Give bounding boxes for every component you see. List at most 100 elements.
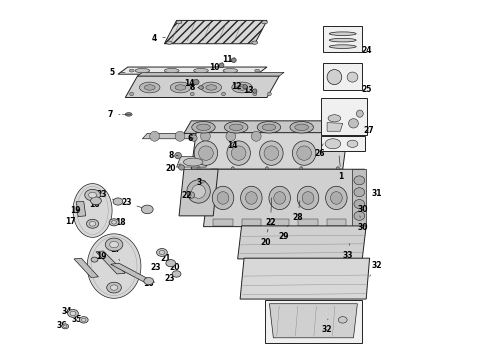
Text: 16: 16 <box>143 279 153 288</box>
Ellipse shape <box>325 139 341 149</box>
Text: 20: 20 <box>169 264 179 273</box>
Polygon shape <box>76 202 86 217</box>
Ellipse shape <box>201 82 221 93</box>
Text: 11: 11 <box>222 55 233 64</box>
Ellipse shape <box>164 68 179 73</box>
Ellipse shape <box>64 325 67 328</box>
Polygon shape <box>176 157 210 167</box>
Text: 19: 19 <box>70 206 80 215</box>
Ellipse shape <box>159 251 165 255</box>
Polygon shape <box>96 251 125 274</box>
Ellipse shape <box>243 85 247 89</box>
Polygon shape <box>298 220 318 226</box>
Ellipse shape <box>223 68 238 73</box>
Ellipse shape <box>236 142 242 148</box>
Ellipse shape <box>89 192 97 198</box>
Ellipse shape <box>347 140 358 147</box>
Polygon shape <box>323 26 362 51</box>
Text: 23: 23 <box>121 198 145 208</box>
Ellipse shape <box>113 198 123 205</box>
Ellipse shape <box>145 85 155 90</box>
Ellipse shape <box>269 186 291 210</box>
Ellipse shape <box>109 219 119 226</box>
Ellipse shape <box>227 141 250 165</box>
Ellipse shape <box>170 82 191 93</box>
Polygon shape <box>238 226 366 259</box>
Ellipse shape <box>70 311 76 316</box>
Ellipse shape <box>336 167 339 170</box>
Ellipse shape <box>142 205 153 214</box>
Polygon shape <box>164 21 267 44</box>
Polygon shape <box>242 220 261 226</box>
Ellipse shape <box>262 124 276 131</box>
Ellipse shape <box>237 85 247 90</box>
Text: 14: 14 <box>185 80 198 89</box>
Ellipse shape <box>274 192 286 204</box>
Text: 17: 17 <box>110 245 121 261</box>
Ellipse shape <box>81 318 86 321</box>
Polygon shape <box>203 169 365 226</box>
Ellipse shape <box>144 278 154 285</box>
Ellipse shape <box>197 167 200 170</box>
Ellipse shape <box>198 146 213 160</box>
Ellipse shape <box>193 80 199 85</box>
Text: 20: 20 <box>166 164 180 173</box>
Polygon shape <box>74 258 98 278</box>
Ellipse shape <box>107 282 122 293</box>
Text: 14: 14 <box>227 141 238 150</box>
Polygon shape <box>352 169 366 226</box>
Text: 13: 13 <box>243 86 254 95</box>
Ellipse shape <box>129 69 134 72</box>
Text: 12: 12 <box>231 82 242 91</box>
Ellipse shape <box>175 131 185 141</box>
Ellipse shape <box>172 271 181 277</box>
Text: 6: 6 <box>187 134 194 143</box>
Text: 22: 22 <box>181 190 192 199</box>
Text: 24: 24 <box>361 46 371 55</box>
Text: 18: 18 <box>115 218 126 227</box>
Ellipse shape <box>268 92 271 96</box>
Text: 3: 3 <box>197 178 203 187</box>
Ellipse shape <box>187 180 210 203</box>
Text: 28: 28 <box>293 201 303 222</box>
Text: 36: 36 <box>56 321 67 330</box>
Text: 32: 32 <box>322 319 332 334</box>
Text: 22: 22 <box>265 198 276 227</box>
Ellipse shape <box>206 85 217 90</box>
Polygon shape <box>265 300 362 343</box>
Ellipse shape <box>79 317 88 323</box>
Ellipse shape <box>245 192 257 204</box>
Polygon shape <box>270 220 290 226</box>
Text: 32: 32 <box>369 261 382 276</box>
Ellipse shape <box>166 260 175 267</box>
Polygon shape <box>321 98 367 135</box>
Text: 21: 21 <box>160 255 171 264</box>
Ellipse shape <box>290 122 314 133</box>
Text: 8: 8 <box>168 151 178 160</box>
Ellipse shape <box>192 185 205 198</box>
Text: 34: 34 <box>61 307 72 316</box>
Ellipse shape <box>338 317 347 323</box>
Ellipse shape <box>198 86 203 89</box>
Ellipse shape <box>260 141 283 165</box>
Ellipse shape <box>331 192 342 204</box>
Polygon shape <box>321 136 365 151</box>
Ellipse shape <box>176 21 182 24</box>
Ellipse shape <box>85 189 100 201</box>
Ellipse shape <box>224 122 248 133</box>
Ellipse shape <box>212 186 234 210</box>
Text: 1: 1 <box>339 156 344 181</box>
Polygon shape <box>87 234 141 298</box>
Ellipse shape <box>226 131 236 141</box>
Text: 31: 31 <box>366 189 382 198</box>
Polygon shape <box>270 304 357 338</box>
Ellipse shape <box>255 69 260 72</box>
Ellipse shape <box>252 41 258 44</box>
Ellipse shape <box>196 124 210 131</box>
Ellipse shape <box>354 199 365 208</box>
Ellipse shape <box>327 69 342 85</box>
Ellipse shape <box>62 324 69 329</box>
Polygon shape <box>73 184 112 237</box>
Ellipse shape <box>200 131 210 141</box>
Text: 30: 30 <box>358 216 368 232</box>
